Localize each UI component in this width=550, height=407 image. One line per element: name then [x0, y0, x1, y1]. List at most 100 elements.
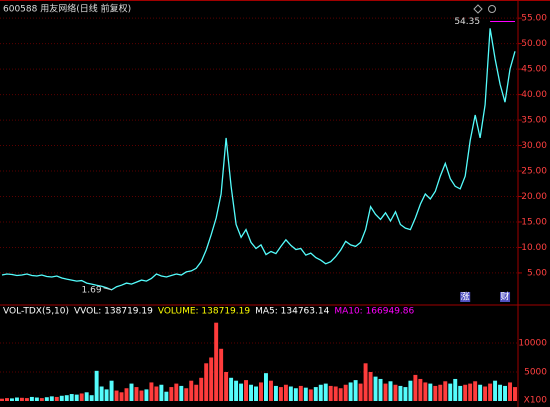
volume-bar [503, 385, 508, 401]
y-tick-label: 5.00 [527, 268, 547, 278]
volume-bar [343, 384, 348, 401]
volume-bar [114, 390, 119, 401]
volume-bar [323, 383, 328, 401]
volume-bar [14, 397, 19, 401]
volume-bar [99, 386, 104, 401]
volume-bar [224, 371, 229, 401]
volume-bar [89, 395, 94, 401]
volume-bar [204, 363, 209, 401]
volume-bar [129, 383, 134, 401]
volume-bar [453, 378, 458, 401]
volume-header: MA5: 134763.14 [255, 307, 329, 317]
volume-bar [239, 383, 244, 401]
volume-bar [34, 397, 39, 401]
volume-header: MA10: 166949.86 [334, 307, 414, 317]
volume-bar [259, 382, 263, 401]
y-tick-label: 15.00 [521, 217, 547, 227]
y-tick-label: 10.00 [521, 243, 547, 253]
volume-bar [144, 389, 149, 401]
volume-bar [508, 382, 512, 401]
icon [488, 5, 496, 13]
y-tick-label: 40.00 [521, 90, 547, 100]
volume-bar [54, 396, 59, 401]
volume-bar [263, 373, 268, 401]
volume-bar [308, 389, 313, 401]
volume-bar [0, 398, 4, 401]
y-tick-label: 55.00 [521, 14, 547, 24]
volume-bar [468, 383, 473, 401]
volume-bar [104, 389, 109, 401]
volume-bar [438, 384, 443, 401]
y-tick-label: 35.00 [521, 116, 547, 126]
volume-bar [368, 371, 373, 401]
volume-bar [169, 387, 174, 401]
volume-bar [244, 380, 249, 401]
volume-bar [418, 378, 423, 401]
annotation-line [103, 287, 112, 291]
volume-bar [483, 386, 488, 401]
volume-bar [283, 384, 288, 401]
volume-bar [24, 398, 29, 401]
volume-bar [64, 395, 69, 401]
marker-box [500, 292, 511, 302]
volume-bar [219, 348, 224, 401]
volume-bar [268, 380, 273, 401]
volume-bar [149, 382, 154, 401]
y-tick-label: 10000 [518, 338, 547, 348]
volume-bar [288, 386, 293, 401]
volume-bar [254, 386, 258, 401]
volume-bar [443, 381, 448, 401]
marker-box [460, 292, 471, 302]
volume-bar [278, 387, 283, 401]
volume-bar [428, 383, 433, 401]
volume-bar [184, 388, 189, 401]
volume-bar [189, 380, 194, 401]
volume-bar [119, 392, 124, 401]
marker-label: 涨 [461, 292, 470, 303]
volume-bar [39, 398, 44, 401]
volume-bar [229, 377, 234, 401]
volume-bar [84, 392, 89, 401]
volume-bar [19, 397, 24, 401]
volume-bar [214, 322, 219, 401]
volume-bar [174, 383, 179, 401]
y-tick-label: 30.00 [521, 141, 547, 151]
volume-bar [179, 385, 184, 401]
volume-bar [488, 383, 493, 401]
y-tick-label: 25.00 [521, 167, 547, 177]
volume-bar [498, 384, 503, 401]
volume-bar [338, 388, 343, 401]
volume-bar [249, 384, 254, 401]
volume-bar [373, 376, 378, 401]
volume-bar [423, 382, 428, 401]
annotation-label: 1.69 [82, 285, 102, 295]
volume-bar [199, 377, 204, 401]
volume-bar [303, 387, 308, 401]
unit-label: X100 [524, 396, 548, 406]
volume-header: VVOL: 138719.19 [74, 307, 153, 317]
volume-bar [74, 394, 79, 401]
volume-bar [348, 382, 353, 401]
volume-bar [403, 387, 408, 401]
y-tick-label: 20.00 [521, 192, 547, 202]
volume-bar [29, 396, 34, 401]
volume-bar [124, 388, 129, 401]
volume-bar [5, 398, 9, 401]
volume-bar [493, 380, 498, 401]
volume-bar [513, 387, 517, 401]
volume-bar [139, 390, 144, 401]
annotation-label: 54.35 [454, 17, 480, 27]
volume-bar [293, 388, 298, 401]
volume-bar [413, 374, 418, 401]
volume-bar [378, 378, 383, 401]
chart-title: 600588 用友网络(日线 前复权) [3, 3, 131, 15]
volume-bar [353, 380, 358, 401]
volume-bar [94, 370, 99, 401]
volume-bar [433, 385, 438, 401]
price-line [1, 28, 516, 291]
volume-bar [164, 391, 169, 401]
volume-bar [79, 393, 84, 401]
volume-bar [393, 384, 398, 401]
